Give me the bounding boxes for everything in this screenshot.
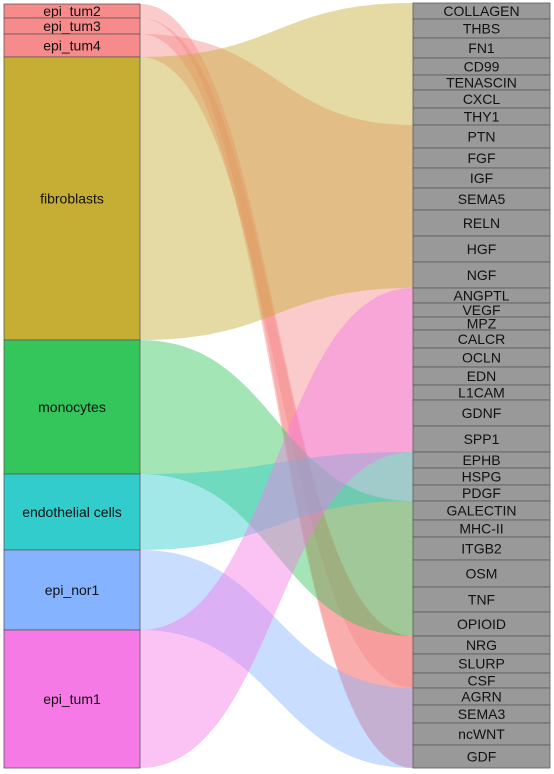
target-label-thy1: THY1 bbox=[464, 109, 500, 125]
source-label-epi-tum3: epi_tum3 bbox=[43, 18, 101, 34]
target-label-agrn: AGRN bbox=[461, 689, 501, 705]
target-label-vegf: VEGF bbox=[462, 302, 500, 318]
target-label-calcr: CALCR bbox=[458, 331, 505, 347]
target-label-pdgf: PDGF bbox=[462, 485, 501, 501]
flow-epi-tum2 bbox=[140, 4, 413, 768]
flow-epi-tum3 bbox=[140, 18, 413, 768]
target-label-gdnf: GDNF bbox=[462, 405, 502, 421]
target-label-cxcl: CXCL bbox=[463, 91, 501, 107]
target-label-fgf: FGF bbox=[468, 150, 496, 166]
target-label-ephb: EPHB bbox=[462, 452, 500, 468]
source-label-epi-nor1: epi_nor1 bbox=[45, 582, 100, 598]
target-label-opioid: OPIOID bbox=[457, 616, 506, 632]
target-label-igf: IGF bbox=[470, 170, 493, 186]
target-label-ocln: OCLN bbox=[462, 350, 501, 366]
target-node-spp1 bbox=[412, 425, 551, 453]
target-label-osm: OSM bbox=[466, 566, 498, 582]
target-label-sema3: SEMA3 bbox=[458, 706, 506, 722]
target-label-reln: RELN bbox=[463, 215, 500, 231]
target-node-osm bbox=[412, 559, 551, 588]
target-label-galectin: GALECTIN bbox=[446, 503, 516, 519]
target-label-tnf: TNF bbox=[468, 592, 495, 608]
target-label-ngf: NGF bbox=[467, 267, 497, 283]
source-label-monocytes: monocytes bbox=[38, 399, 106, 415]
source-label-fibroblasts: fibroblasts bbox=[40, 191, 104, 207]
target-label-hspg: HSPG bbox=[462, 469, 502, 485]
target-label-mhc-ii: MHC-II bbox=[459, 521, 503, 537]
target-label-edn: EDN bbox=[467, 368, 497, 384]
source-node-epi-nor1 bbox=[3, 549, 141, 631]
target-node-gdf bbox=[412, 744, 551, 769]
flow-fibroblasts bbox=[140, 3, 413, 340]
source-label-epi-tum1: epi_tum1 bbox=[43, 691, 101, 707]
target-label-nrg: NRG bbox=[466, 637, 497, 653]
flow-epi-tum4 bbox=[140, 34, 413, 688]
flow-epi-tum1 bbox=[140, 288, 413, 768]
target-label-angptl: ANGPTL bbox=[453, 288, 509, 304]
target-label-ptn: PTN bbox=[468, 129, 496, 145]
target-label-csf: CSF bbox=[468, 673, 496, 689]
target-label-itgb2: ITGB2 bbox=[461, 541, 502, 557]
target-node-tnf bbox=[412, 586, 551, 613]
source-label-epi-tum2: epi_tum2 bbox=[43, 3, 101, 19]
flow-endothelial-cells bbox=[140, 452, 413, 550]
target-label-gdf: GDF bbox=[467, 749, 497, 765]
flow-monocytes bbox=[140, 340, 413, 636]
source-label-endothelial-cells: endothelial cells bbox=[22, 504, 122, 520]
target-label-spp1: SPP1 bbox=[464, 431, 500, 447]
target-label-ncwnt: ncWNT bbox=[458, 726, 505, 742]
target-node-gdnf bbox=[412, 399, 551, 427]
target-node-ngf bbox=[412, 261, 551, 289]
source-node-epi-tum1 bbox=[3, 629, 141, 769]
target-label-mpz: MPZ bbox=[467, 316, 497, 332]
source-node-monocytes bbox=[3, 339, 141, 475]
target-label-hgf: HGF bbox=[467, 241, 497, 257]
target-label-tenascin: TENASCIN bbox=[446, 75, 517, 91]
target-label-l1cam: L1CAM bbox=[458, 385, 505, 401]
target-label-slurp: SLURP bbox=[458, 656, 505, 672]
target-label-collagen: COLLAGEN bbox=[443, 3, 519, 19]
target-label-fn1: FN1 bbox=[468, 40, 495, 56]
source-label-epi-tum4: epi_tum4 bbox=[43, 38, 101, 54]
source-node-fibroblasts bbox=[3, 56, 141, 341]
target-label-sema5: SEMA5 bbox=[458, 191, 506, 207]
target-node-opioid bbox=[412, 611, 551, 637]
flow-layer bbox=[140, 3, 413, 768]
target-node-reln bbox=[412, 209, 551, 237]
flow-epi-nor1 bbox=[140, 550, 413, 768]
target-label-cd99: CD99 bbox=[464, 59, 500, 75]
target-label-thbs: THBS bbox=[463, 21, 500, 37]
target-node-hgf bbox=[412, 235, 551, 263]
